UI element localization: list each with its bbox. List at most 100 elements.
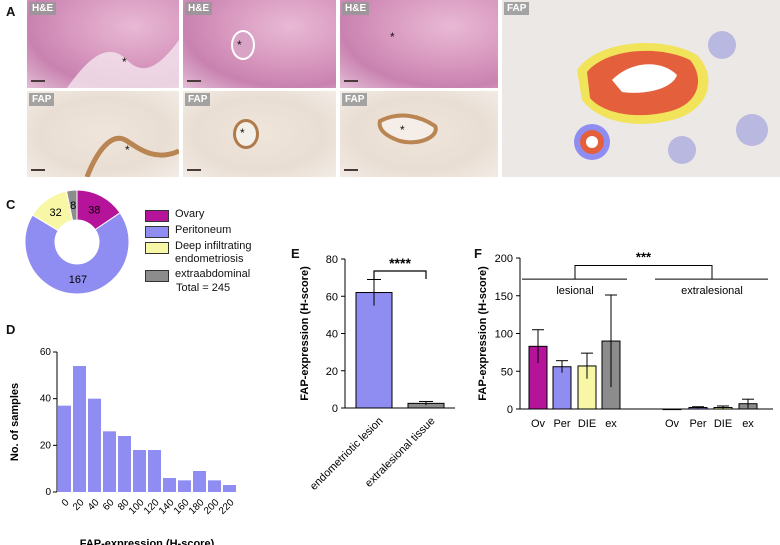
stain-tag: FAP xyxy=(29,93,55,106)
panel-label-a: A xyxy=(6,4,16,19)
stain-tag: H&E xyxy=(29,2,57,15)
histogram-bar xyxy=(223,485,236,492)
legend-label: Ovary xyxy=(175,208,205,220)
y-tick-label: 40 xyxy=(326,329,338,341)
histogram-bar xyxy=(163,478,176,492)
y-tick-label: 40 xyxy=(40,394,52,405)
histogram-bar xyxy=(118,436,131,492)
y-axis-label: FAP-expression (H-score) xyxy=(299,266,311,401)
fap-heatmap-micrograph: FAP xyxy=(502,0,780,177)
asterisk-marker: * xyxy=(240,126,245,140)
scale-bar xyxy=(31,80,45,82)
y-tick-label: 0 xyxy=(507,404,513,416)
x-tick-label: ex xyxy=(605,418,617,430)
lesion-outline xyxy=(231,30,255,60)
x-tick-label: Ov xyxy=(665,418,680,430)
fap-heatmap-overlay xyxy=(574,31,768,164)
y-tick-label: 0 xyxy=(332,403,338,415)
lesion-outline xyxy=(233,119,259,149)
histogram-bar xyxy=(58,405,71,492)
x-tick-label: 220 xyxy=(217,497,237,517)
x-tick-label: DIE xyxy=(578,418,596,430)
histogram-bar xyxy=(193,471,206,492)
legend-swatch xyxy=(145,270,169,282)
donut-value-label: 167 xyxy=(69,274,87,286)
y-tick-label: 60 xyxy=(326,291,338,303)
x-tick-label: DIE xyxy=(714,418,732,430)
significance-label: **** xyxy=(389,255,411,271)
panel-label-f: F xyxy=(474,246,482,261)
total-label: Total = 245 xyxy=(176,282,231,294)
asterisk-marker: * xyxy=(400,123,405,137)
asterisk-marker: * xyxy=(390,30,395,44)
significance-label: *** xyxy=(636,251,652,265)
legend-swatch xyxy=(145,226,169,238)
y-tick-label: 50 xyxy=(501,366,513,378)
scale-bar xyxy=(344,169,358,171)
histogram-bar xyxy=(133,450,146,492)
panel-label-d: D xyxy=(6,322,16,337)
panel-label-c: C xyxy=(6,197,16,212)
stain-tag: FAP xyxy=(504,2,530,15)
x-axis-label: FAP-expression (H-score) xyxy=(80,538,215,545)
group-label: lesional xyxy=(556,285,593,297)
stain-tag: H&E xyxy=(185,2,213,15)
scale-bar xyxy=(31,169,45,171)
asterisk-marker: * xyxy=(125,143,130,157)
tissue-outline xyxy=(67,40,179,88)
legend-label: Peritoneum xyxy=(175,224,232,236)
x-tick-label: 20 xyxy=(71,497,87,513)
y-tick-label: 20 xyxy=(326,366,338,378)
x-tick-label: 40 xyxy=(86,497,102,513)
donut-value-label: 38 xyxy=(88,204,100,216)
fap-stain-outline xyxy=(377,113,438,145)
panel-label-e: E xyxy=(291,246,300,261)
x-tick-label: Ov xyxy=(531,418,546,430)
donut-slice-deep-infiltrating-endometriosis xyxy=(31,190,74,232)
legend-swatch xyxy=(145,210,169,222)
x-tick-label: Per xyxy=(553,418,570,430)
asterisk-marker: * xyxy=(237,38,242,52)
donut-value-label: 32 xyxy=(50,207,62,219)
y-tick-label: 20 xyxy=(40,440,52,451)
y-tick-label: 100 xyxy=(495,329,513,341)
legend-label: endometriosis xyxy=(175,253,244,265)
scale-bar xyxy=(187,80,201,82)
histogram-bar xyxy=(73,366,86,492)
histogram-bar xyxy=(208,480,221,492)
scale-bar xyxy=(187,169,201,171)
x-tick-label: 60 xyxy=(101,497,117,513)
y-tick-label: 60 xyxy=(40,347,52,358)
stain-tag: H&E xyxy=(342,2,370,15)
bar-chart-by-location: 0 50 100 150 200 Ov Per DIE ex Ov Per DIE ex lesional… xyxy=(477,251,773,430)
he-micrograph-3: H&E * xyxy=(340,0,498,88)
donut-chart: 8 38 167 32 xyxy=(24,189,130,295)
histogram-bar xyxy=(148,450,161,492)
fap-micrograph-2: FAP * xyxy=(183,91,336,177)
y-axis-label: FAP-expression (H-score) xyxy=(477,266,489,401)
significance-bracket xyxy=(373,270,427,279)
y-axis-label: No. of samples xyxy=(9,383,21,461)
significance-bracket xyxy=(574,265,713,280)
scale-bar xyxy=(344,80,358,82)
donut-value-label: 8 xyxy=(70,200,76,212)
legend-swatch xyxy=(145,242,169,254)
y-tick-label: 0 xyxy=(45,487,51,498)
histogram-bar xyxy=(88,398,101,492)
x-tick-label: Per xyxy=(689,418,706,430)
fap-stain-outline xyxy=(84,136,179,177)
legend-label: extraabdominal xyxy=(175,268,251,280)
histogram-bar xyxy=(178,480,191,492)
fap-micrograph-1: FAP * xyxy=(27,91,179,177)
he-micrograph-1: H&E * xyxy=(27,0,179,88)
legend-label: Deep infiltrating xyxy=(175,240,252,252)
histogram-bar xyxy=(103,431,116,492)
bar-per xyxy=(552,366,572,410)
donut-slice-peritoneum xyxy=(24,212,130,295)
bar-0 xyxy=(355,292,393,409)
group-label: extralesional xyxy=(681,285,743,297)
stain-tag: FAP xyxy=(342,93,368,106)
y-tick-label: 150 xyxy=(495,291,513,303)
